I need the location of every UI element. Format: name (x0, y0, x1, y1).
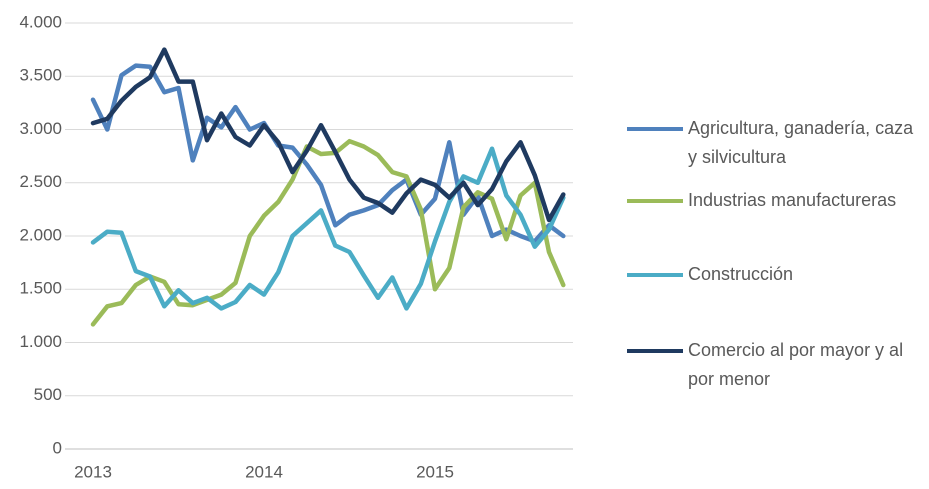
y-tick-label: 2.000 (19, 225, 62, 244)
y-tick-label: 3.500 (19, 66, 62, 85)
y-tick-label: 1.500 (19, 279, 62, 298)
x-tick-label: 2015 (416, 462, 454, 481)
legend-swatch (627, 199, 683, 203)
legend-swatch (627, 127, 683, 131)
y-tick-label: 4.000 (19, 12, 62, 31)
legend-label: Construcción (688, 264, 794, 284)
legend-item: Industrias manufactureras (627, 186, 926, 215)
x-tick-label: 2014 (245, 462, 283, 481)
series-line (90, 63, 566, 244)
y-tick-label: 2.500 (19, 172, 62, 191)
y-tick-label: 3.000 (19, 119, 62, 138)
legend-swatch (627, 273, 683, 277)
y-tick-label: 500 (34, 385, 62, 404)
y-tick-label: 0 (53, 438, 62, 457)
series-line (90, 146, 566, 311)
legend-item: Agricultura, ganadería, caza y silvicult… (627, 114, 926, 172)
legend-label: Agricultura, ganadería, caza y silvicult… (688, 118, 914, 167)
legend-swatch (627, 349, 683, 353)
series-line (90, 47, 566, 223)
legend-label: Industrias manufactureras (688, 190, 897, 210)
y-tick-label: 1.000 (19, 332, 62, 351)
legend-item: Comercio al por mayor y al por menor (627, 336, 926, 394)
legend-item: Construcción (627, 260, 926, 289)
x-tick-label: 2013 (74, 462, 112, 481)
legend-label: Comercio al por mayor y al por menor (688, 340, 904, 389)
